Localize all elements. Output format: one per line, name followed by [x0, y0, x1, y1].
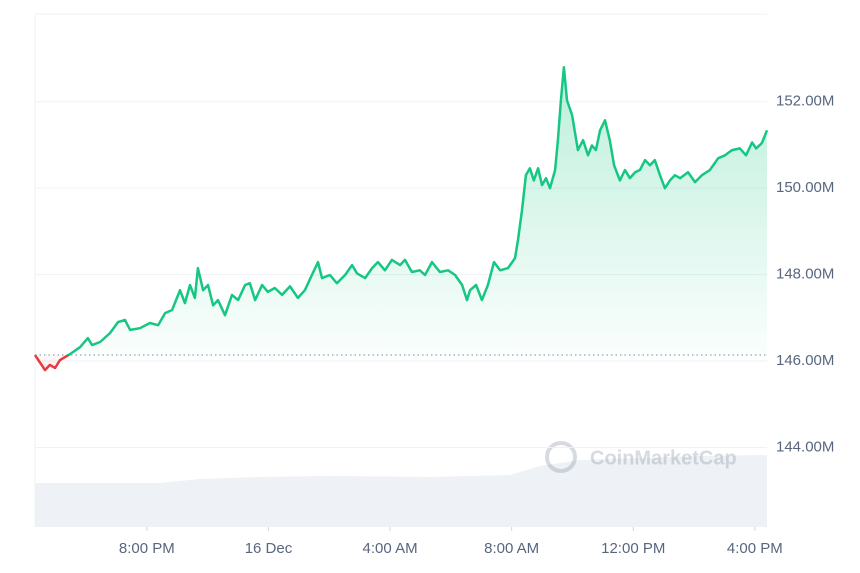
area — [35, 67, 767, 371]
watermark: CoinMarketCap — [545, 441, 737, 473]
x-tick-label: 4:00 AM — [363, 540, 418, 557]
y-tick-label: 144.00M — [776, 438, 834, 455]
x-tick-label: 8:00 PM — [119, 540, 175, 557]
x-tick-label: 12:00 PM — [601, 540, 665, 557]
price-line — [33, 65, 769, 372]
x-tick-label: 8:00 AM — [484, 540, 539, 557]
x-tick-label: 4:00 PM — [727, 540, 783, 557]
y-tick-label: 150.00M — [776, 179, 834, 196]
y-tick-label: 152.00M — [776, 93, 834, 110]
volume-area — [35, 455, 767, 527]
x-tick-label: 16 Dec — [245, 540, 293, 557]
watermark-text: CoinMarketCap — [590, 447, 737, 469]
y-tick-label: 146.00M — [776, 352, 834, 369]
y-tick-label: 148.00M — [776, 266, 834, 283]
